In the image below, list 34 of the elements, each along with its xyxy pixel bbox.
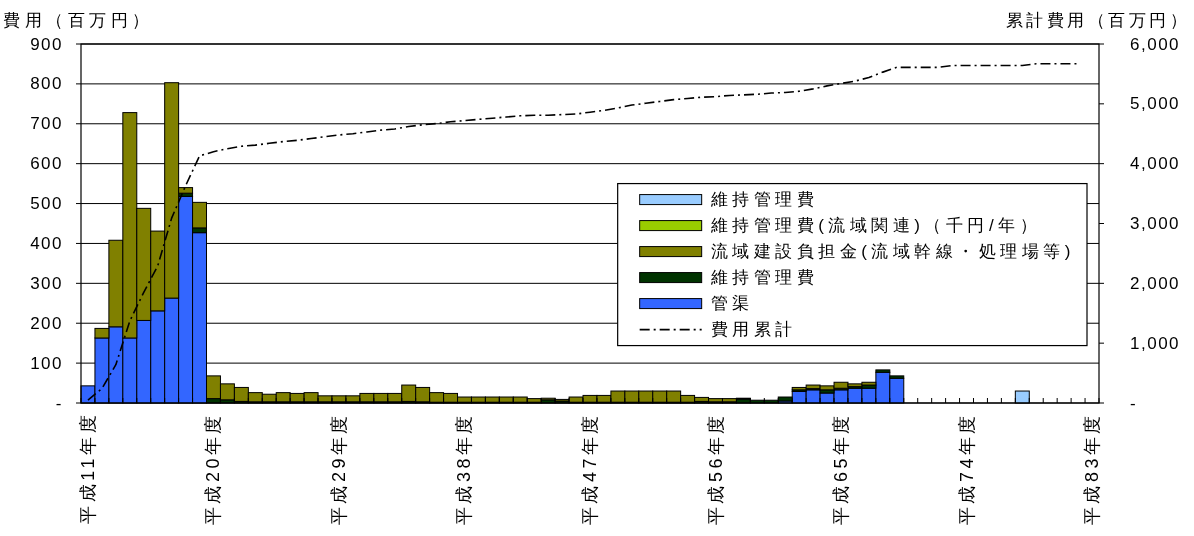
y2-axis-title: 累計費用（百万円）: [1005, 10, 1190, 30]
y-tick-label: 300: [30, 273, 63, 293]
y-tick-label: 900: [30, 34, 63, 54]
y-tick-label: 400: [30, 233, 63, 253]
y-tick-label: 200: [30, 313, 63, 333]
y2-tick-label: 6,000: [1130, 34, 1181, 54]
y-tick-label: 100: [30, 353, 63, 373]
legend-label: 費用累計: [710, 320, 797, 340]
y-tick-label: -: [55, 393, 63, 413]
y-tick-label: 500: [30, 194, 63, 214]
x-tick-label: 平成20年度: [203, 412, 224, 526]
x-tick-label: 平成38年度: [454, 412, 475, 526]
y-tick-label: 700: [30, 114, 63, 134]
y2-tick-label: -: [1130, 393, 1138, 413]
legend-label: 維持管理費: [709, 190, 819, 210]
x-tick-label: 平成83年度: [1082, 412, 1103, 526]
legend-label: 維持管理費(流域関連)（千円/年）: [709, 216, 1042, 236]
legend-label: 流域建設負担金(流域幹線・処理場等): [710, 242, 1075, 262]
y2-tick-label: 1,000: [1130, 333, 1181, 353]
x-tick-label: 平成74年度: [956, 412, 977, 526]
y2-tick-label: 2,000: [1130, 273, 1181, 293]
y-tick-label: 600: [30, 154, 63, 174]
y-axis-title: 費用（百万円）: [3, 10, 154, 30]
legend-label: 維持管理費: [709, 268, 819, 288]
x-tick-label: 平成65年度: [831, 412, 852, 526]
y2-tick-label: 3,000: [1130, 214, 1181, 233]
x-tick-label: 平成29年度: [328, 412, 349, 526]
y2-tick-label: 5,000: [1130, 94, 1181, 114]
x-tick-label: 平成11年度: [77, 412, 98, 524]
legend-label: 管渠: [710, 294, 754, 314]
y-tick-label: 800: [30, 74, 63, 94]
y2-tick-label: 4,000: [1130, 154, 1181, 174]
x-tick-label: 平成56年度: [705, 412, 726, 526]
x-tick-label: 平成47年度: [580, 412, 600, 526]
